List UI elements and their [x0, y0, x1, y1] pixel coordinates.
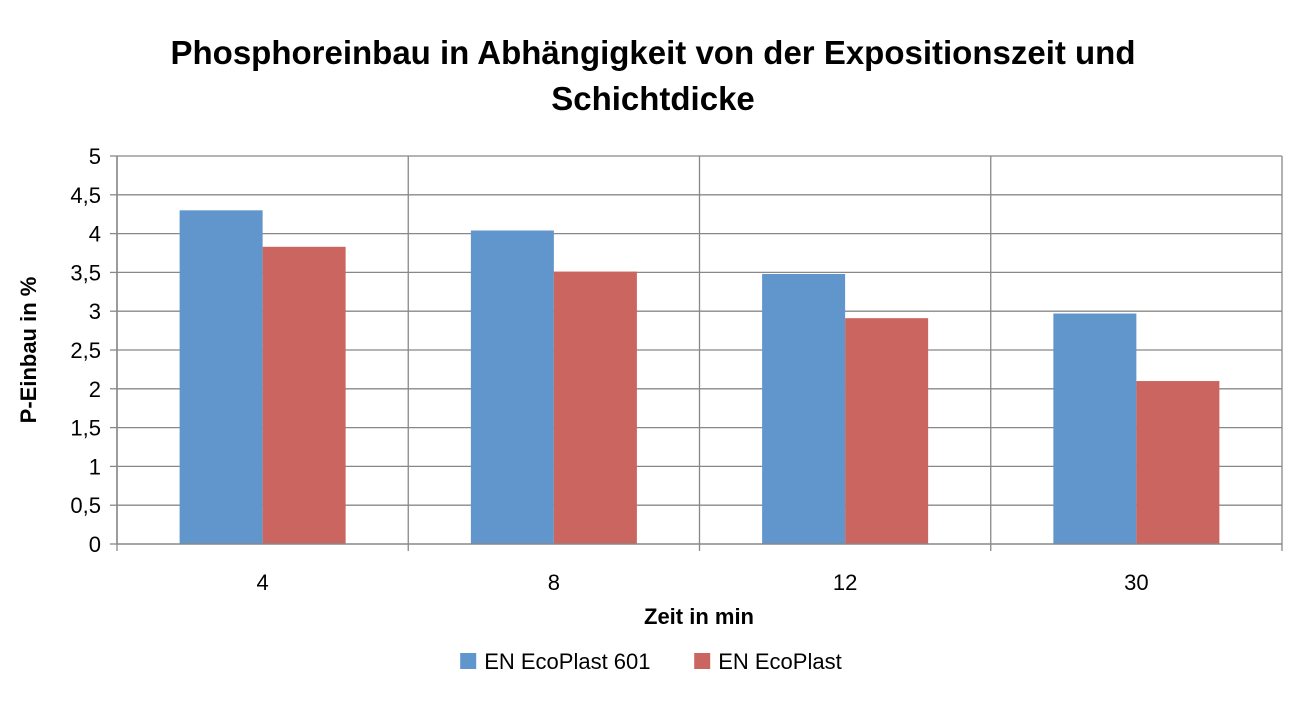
- bar-series-1: [762, 273, 846, 544]
- bar-series-1: [179, 210, 263, 544]
- y-tick-label: 1: [89, 454, 101, 479]
- y-tick-label: 2: [89, 377, 101, 402]
- legend-swatch: [694, 653, 711, 669]
- y-tick-label: 0,5: [70, 493, 101, 518]
- bars: [179, 210, 1220, 545]
- y-tick-label: 3: [89, 299, 101, 324]
- x-tick-label: 30: [1124, 570, 1148, 595]
- legend-label: EN EcoPlast 601: [484, 649, 650, 674]
- bar-series-1: [1053, 313, 1137, 544]
- chart-title-line-2: Schichtdicke: [551, 80, 755, 117]
- y-tick-label: 3,5: [70, 260, 101, 285]
- y-tick-label: 5: [89, 144, 101, 169]
- x-tick-label: 8: [548, 570, 560, 595]
- chart-title-line-1: Phosphoreinbau in Abhängigkeit von der E…: [171, 34, 1136, 71]
- legend: EN EcoPlast 601 EN EcoPlast: [460, 649, 842, 674]
- x-tick-label: 12: [833, 570, 857, 595]
- bar-series-2: [553, 271, 637, 544]
- x-tick-labels: 4 8 12 30: [257, 570, 1149, 595]
- bar-series-2: [262, 246, 346, 545]
- y-tick-label: 0: [89, 532, 101, 557]
- y-axis-title: P-Einbau in %: [16, 277, 41, 424]
- bar-series-2: [845, 318, 929, 544]
- x-tick-label: 4: [257, 570, 269, 595]
- y-tick-label: 4: [89, 222, 101, 247]
- y-tick-label: 1,5: [70, 416, 101, 441]
- bar-series-2: [1136, 381, 1220, 544]
- legend-label: EN EcoPlast: [718, 649, 842, 674]
- y-tick-labels: 0 0,5 1 1,5 2 2,5 3 3,5 4 4,5 5: [70, 144, 101, 557]
- x-axis-title: Zeit in min: [644, 604, 754, 629]
- bar-series-1: [470, 230, 554, 544]
- y-tick-label: 2,5: [70, 338, 101, 363]
- y-tick-label: 4,5: [70, 183, 101, 208]
- axes: [110, 155, 1283, 551]
- legend-swatch: [460, 653, 477, 669]
